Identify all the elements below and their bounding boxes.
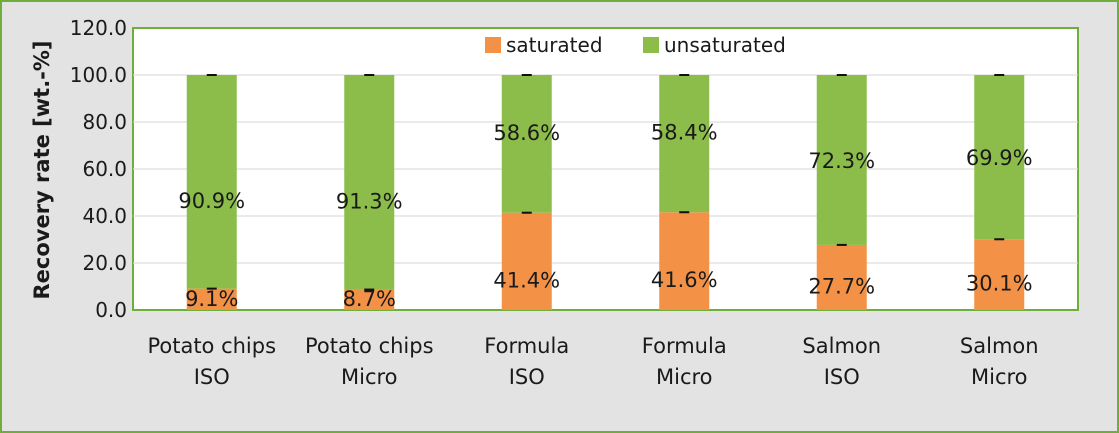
legend-label-unsaturated: unsaturated bbox=[664, 33, 786, 57]
y-tick-label: 100.0 bbox=[70, 63, 127, 87]
x-tick-label-line: Formula bbox=[484, 334, 569, 358]
x-tick-label-line: Potato chips bbox=[305, 334, 434, 358]
x-tick-label: Salmon ISO bbox=[802, 334, 881, 389]
legend-label-saturated: saturated bbox=[506, 33, 603, 57]
y-tick-label: 40.0 bbox=[82, 204, 127, 228]
x-tick-label-line: Micro bbox=[341, 365, 398, 389]
x-tick-label-line: Potato chips bbox=[147, 334, 276, 358]
bar-unsaturated bbox=[974, 75, 1025, 240]
data-label-unsaturated: 58.4% bbox=[651, 121, 718, 145]
data-label-saturated: 27.7% bbox=[808, 274, 875, 298]
x-tick-label: Potato chips Micro bbox=[305, 334, 434, 389]
x-tick-label-line: ISO bbox=[509, 365, 545, 389]
y-tick-label: 120.0 bbox=[70, 16, 127, 40]
data-label-unsaturated: 91.3% bbox=[336, 189, 403, 213]
x-tick-label: Salmon Micro bbox=[960, 334, 1039, 389]
data-label-unsaturated: 69.9% bbox=[966, 146, 1033, 170]
bar-saturated bbox=[974, 239, 1025, 310]
y-tick-label: 80.0 bbox=[82, 110, 127, 134]
bar-saturated bbox=[816, 244, 867, 310]
y-tick-label: 60.0 bbox=[82, 157, 127, 181]
error-bars bbox=[206, 74, 1005, 291]
x-axis-ticks: Potato chips ISO Potato chips Micro Formula I… bbox=[147, 334, 1038, 389]
legend-swatch-unsaturated bbox=[643, 37, 659, 53]
data-label-saturated: 9.1% bbox=[185, 287, 238, 311]
x-tick-label-line: Salmon bbox=[802, 334, 881, 358]
y-tick-label: 20.0 bbox=[82, 251, 127, 275]
gridlines bbox=[133, 74, 1078, 264]
bar-saturated bbox=[501, 212, 552, 310]
bar-saturated bbox=[344, 289, 395, 310]
x-tick-label: Formula Micro bbox=[642, 334, 727, 389]
bar-unsaturated bbox=[501, 75, 552, 213]
legend: saturated unsaturated bbox=[485, 33, 786, 57]
x-tick-label-line: Micro bbox=[971, 365, 1028, 389]
bar-saturated bbox=[659, 212, 710, 310]
bar-saturated bbox=[186, 288, 237, 310]
data-label-unsaturated: 58.6% bbox=[493, 121, 560, 145]
data-label-saturated: 8.7% bbox=[343, 287, 396, 311]
x-tick-label: Formula ISO bbox=[484, 334, 569, 389]
x-tick-label-line: ISO bbox=[194, 365, 230, 389]
bars bbox=[186, 75, 1025, 310]
y-tick-label: 0.0 bbox=[95, 298, 127, 322]
legend-swatch-saturated bbox=[485, 37, 501, 53]
y-axis-ticks: 0.0 20.0 40.0 60.0 80.0 100.0 120.0 bbox=[70, 16, 127, 322]
data-label-saturated: 41.6% bbox=[651, 268, 718, 292]
data-labels: 9.1% 90.9% 8.7% 91.3% 41.4% 58.6% 41.6% 58.4% 27… bbox=[178, 121, 1032, 311]
x-tick-label-line: Formula bbox=[642, 334, 727, 358]
data-label-saturated: 30.1% bbox=[966, 272, 1033, 296]
x-tick-label: Potato chips ISO bbox=[147, 334, 276, 389]
bar-unsaturated bbox=[659, 75, 710, 213]
bar-unsaturated bbox=[816, 75, 867, 245]
bar-unsaturated bbox=[186, 75, 237, 289]
data-label-unsaturated: 90.9% bbox=[178, 189, 245, 213]
x-tick-label-line: Micro bbox=[656, 365, 713, 389]
data-label-unsaturated: 72.3% bbox=[808, 149, 875, 173]
x-tick-label-line: ISO bbox=[824, 365, 860, 389]
data-label-saturated: 41.4% bbox=[493, 268, 560, 292]
bar-unsaturated bbox=[344, 75, 395, 290]
x-tick-label-line: Salmon bbox=[960, 334, 1039, 358]
y-axis-label: Recovery rate [wt.-%] bbox=[30, 40, 54, 299]
